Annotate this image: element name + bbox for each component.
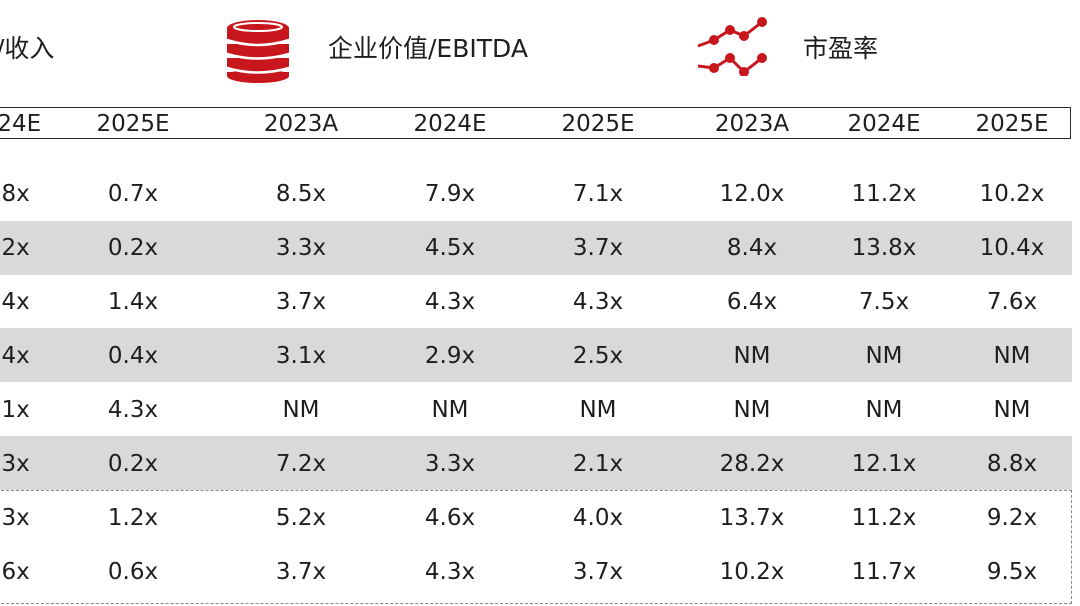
table-cell: NM (865, 343, 903, 369)
table-cell: 0.2x (107, 235, 159, 261)
column-header: 024E (0, 111, 42, 137)
table-cell: 3.3x (424, 451, 476, 477)
table-cell: 4.5x (424, 235, 476, 261)
table-cell: 8.8x (986, 451, 1038, 477)
table-cell: 11.2x (851, 181, 917, 207)
table-cell: 4.3x (107, 397, 159, 423)
table-cell: .1x (0, 397, 30, 423)
table-cell: 5.2x (275, 505, 327, 531)
table-cell: 4.0x (572, 505, 624, 531)
table-cell: 11.2x (851, 505, 917, 531)
table-cell: NM (865, 397, 903, 423)
table-cell: 2.1x (572, 451, 624, 477)
table-cell: 28.2x (719, 451, 785, 477)
group-header-pe: 市盈率 (803, 34, 879, 63)
table-cell: 8.5x (275, 181, 327, 207)
table-cell: .4x (0, 343, 30, 369)
row-band (0, 328, 1072, 382)
table-cell: 13.7x (719, 505, 785, 531)
table-cell: NM (579, 397, 617, 423)
table-cell: NM (733, 343, 771, 369)
table-cell: 12.1x (851, 451, 917, 477)
table-cell: NM (431, 397, 469, 423)
table-cell: 0.4x (107, 343, 159, 369)
row-band (0, 221, 1072, 275)
table-cell: 7.6x (986, 289, 1038, 315)
table-cell: 7.2x (275, 451, 327, 477)
table-cell: 1.2x (107, 505, 159, 531)
group-header-revenue: /收入 (0, 34, 55, 63)
column-header: 2024E (413, 111, 487, 137)
column-header: 2023A (263, 111, 339, 137)
highlight-box (0, 490, 1072, 604)
table-cell: 4.3x (424, 289, 476, 315)
table-cell: 3.1x (275, 343, 327, 369)
table-cell: 12.0x (719, 181, 785, 207)
table-cell: 3.7x (572, 559, 624, 585)
table-cell: NM (993, 343, 1031, 369)
column-header: 2025E (96, 111, 170, 137)
table-cell: NM (733, 397, 771, 423)
table-cell: 10.2x (979, 181, 1045, 207)
coin-stack-icon (226, 20, 290, 83)
line-chart-icon (697, 17, 767, 76)
column-header: 2025E (975, 111, 1049, 137)
table-cell: 7.5x (858, 289, 910, 315)
table-cell: 4.3x (572, 289, 624, 315)
table-cell: 7.1x (572, 181, 624, 207)
table-cell: 9.2x (986, 505, 1038, 531)
table-cell: .3x (0, 505, 30, 531)
table-cell: .4x (0, 289, 30, 315)
table-cell: .6x (0, 559, 30, 585)
table-cell: NM (282, 397, 320, 423)
table-cell: 2.9x (424, 343, 476, 369)
group-header-ev-ebitda: 企业价值/EBITDA (328, 34, 528, 63)
column-header-bar (0, 107, 1071, 139)
table-cell: 3.7x (275, 559, 327, 585)
column-header: 2024E (847, 111, 921, 137)
table-cell: 3.3x (275, 235, 327, 261)
table-cell: 2.5x (572, 343, 624, 369)
table-cell: 9.5x (986, 559, 1038, 585)
column-header: 2023A (714, 111, 790, 137)
table-cell: .2x (0, 235, 30, 261)
table-cell: 0.6x (107, 559, 159, 585)
table-cell: .8x (0, 181, 30, 207)
table-cell: 11.7x (851, 559, 917, 585)
table-cell: 0.7x (107, 181, 159, 207)
row-band (0, 436, 1072, 490)
table-cell: 8.4x (726, 235, 778, 261)
table-cell: .3x (0, 451, 30, 477)
table-cell: 3.7x (275, 289, 327, 315)
table-cell: 10.2x (719, 559, 785, 585)
table-cell: NM (993, 397, 1031, 423)
table-cell: 1.4x (107, 289, 159, 315)
table-cell: 4.6x (424, 505, 476, 531)
table-cell: 4.3x (424, 559, 476, 585)
table-cell: 13.8x (851, 235, 917, 261)
table-cell: 10.4x (979, 235, 1045, 261)
table-cell: 7.9x (424, 181, 476, 207)
table-cell: 0.2x (107, 451, 159, 477)
table-cell: 3.7x (572, 235, 624, 261)
column-header: 2025E (561, 111, 635, 137)
table-cell: 6.4x (726, 289, 778, 315)
